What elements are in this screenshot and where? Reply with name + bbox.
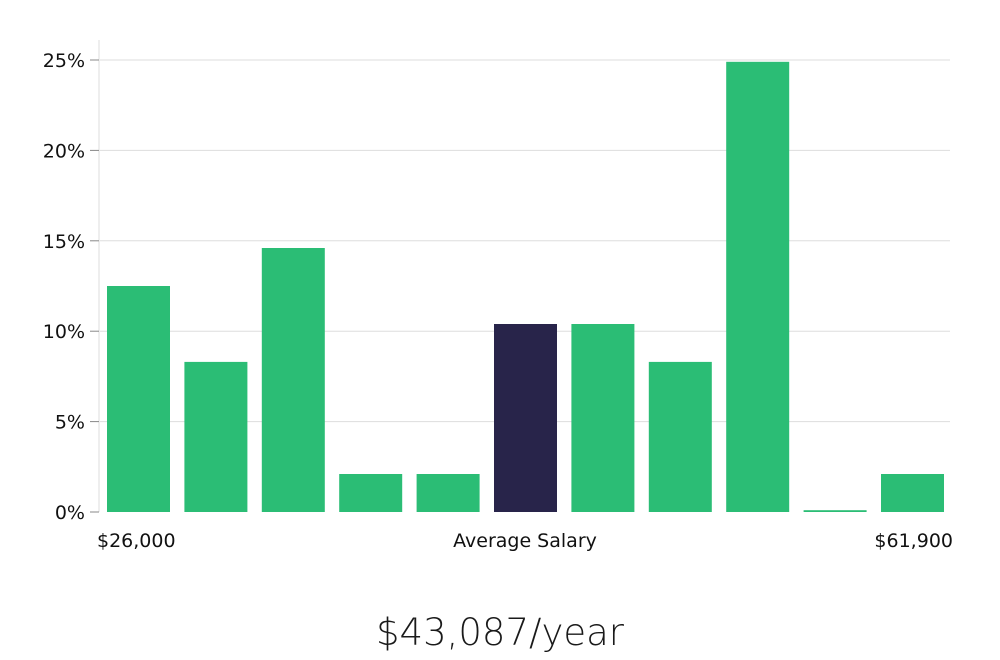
salary-histogram: 0%5%10%15%20%25% $26,000 Average Salary … <box>43 40 953 552</box>
x-center-label: Average Salary <box>453 530 597 552</box>
y-tick-label: 15% <box>43 231 85 253</box>
y-tick-label: 0% <box>55 502 85 524</box>
bar <box>339 474 403 512</box>
y-tick-label: 5% <box>55 412 85 434</box>
gridlines <box>100 59 950 423</box>
bar <box>184 361 248 512</box>
bar <box>107 286 170 512</box>
bar <box>803 510 867 512</box>
x-min-label: $26,000 <box>97 530 176 552</box>
x-max-label: $61,900 <box>874 530 953 552</box>
bar <box>261 248 325 512</box>
bar <box>726 61 790 513</box>
bars <box>107 61 944 513</box>
y-tick-label: 25% <box>43 50 85 72</box>
y-axis-ticks: 0% 5% 10% 15% 20% 25% <box>43 50 99 524</box>
bar <box>571 324 635 512</box>
bar <box>648 361 712 512</box>
y-tick-label: 10% <box>43 321 85 343</box>
y-tick-label: 20% <box>43 140 85 162</box>
average-salary-headline: $43,087/year <box>375 611 624 654</box>
bar <box>881 474 944 512</box>
bar-average-highlight <box>494 324 557 512</box>
bar <box>416 474 480 512</box>
